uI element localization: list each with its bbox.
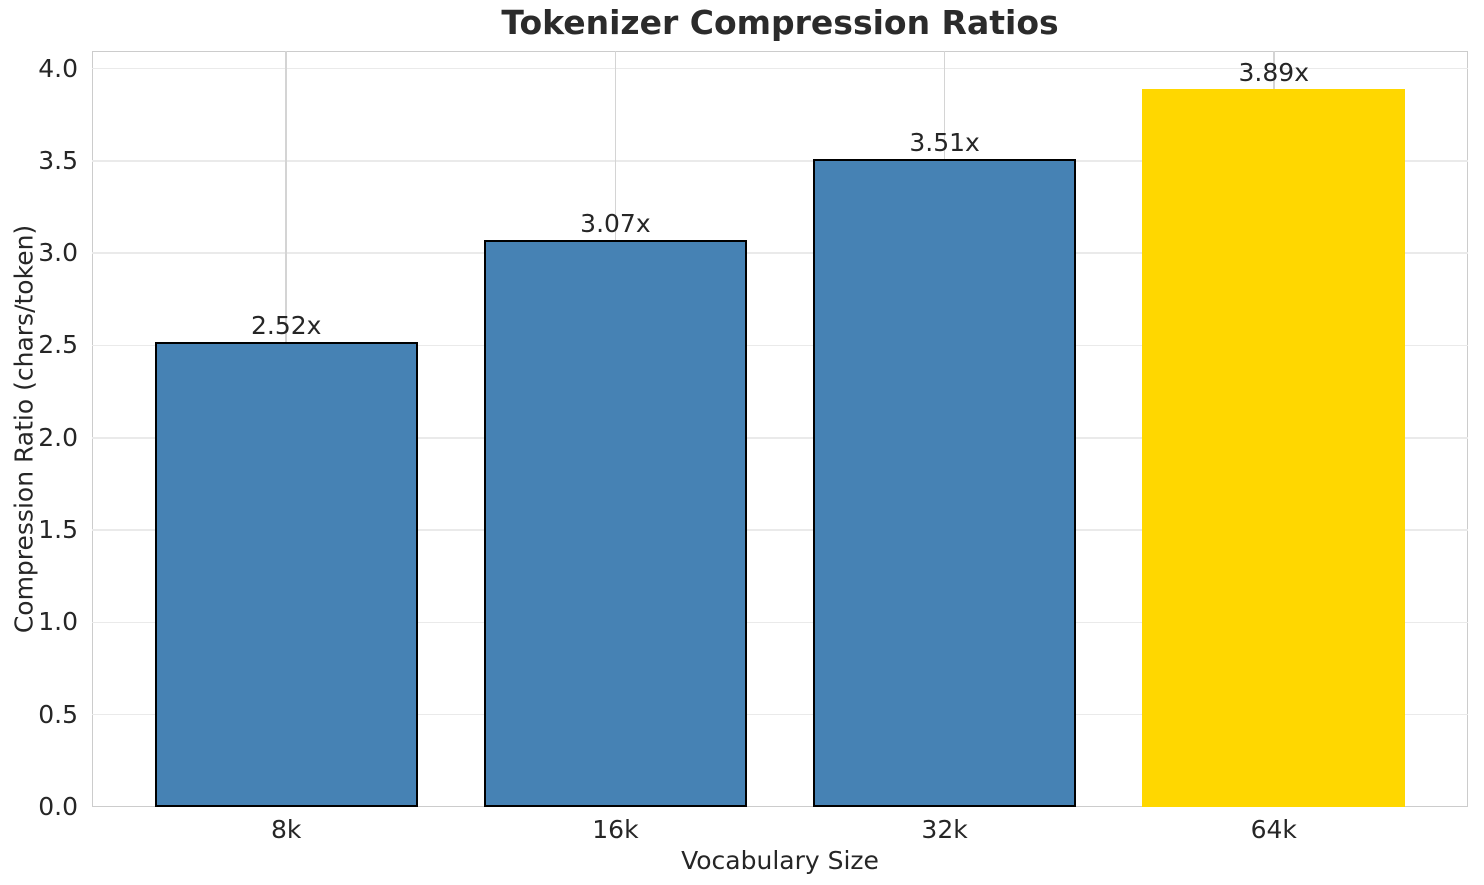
y-tick-label: 3.0 <box>38 238 78 268</box>
h-gridline <box>92 713 1468 716</box>
bar-value-label: 2.52x <box>250 310 322 340</box>
h-gridline <box>92 344 1468 347</box>
bar <box>1142 88 1406 807</box>
y-tick-label: 3.5 <box>38 145 78 175</box>
bar <box>154 341 418 807</box>
h-gridline <box>92 67 1468 70</box>
x-tick-label: 64k <box>1250 815 1297 844</box>
x-tick-label: 8k <box>271 815 302 844</box>
bar <box>483 240 748 807</box>
y-tick-label: 0.0 <box>38 792 78 821</box>
bar-value-label: 3.89x <box>1238 57 1309 87</box>
h-gridline <box>92 621 1468 624</box>
x-axis-label: Vocabulary Size <box>681 846 879 875</box>
y-tick-label: 2.0 <box>38 422 78 452</box>
x-tick-label: 32k <box>921 815 968 844</box>
y-tick-label: 4.0 <box>38 53 78 83</box>
h-gridline <box>92 252 1468 254</box>
h-gridline <box>92 160 1468 162</box>
x-tick-label: 16k <box>592 815 639 844</box>
h-gridline <box>92 529 1468 531</box>
y-tick-label: 1.5 <box>38 515 78 545</box>
chart-title: Tokenizer Compression Ratios <box>501 3 1059 42</box>
h-gridline <box>92 437 1468 439</box>
bar-value-label: 3.07x <box>580 209 651 239</box>
y-tick-label: 0.5 <box>38 699 78 729</box>
y-tick-label: 1.0 <box>38 607 78 637</box>
y-tick-label: 2.5 <box>38 330 78 360</box>
bar <box>812 159 1077 807</box>
bar-value-label: 3.51x <box>909 128 980 157</box>
